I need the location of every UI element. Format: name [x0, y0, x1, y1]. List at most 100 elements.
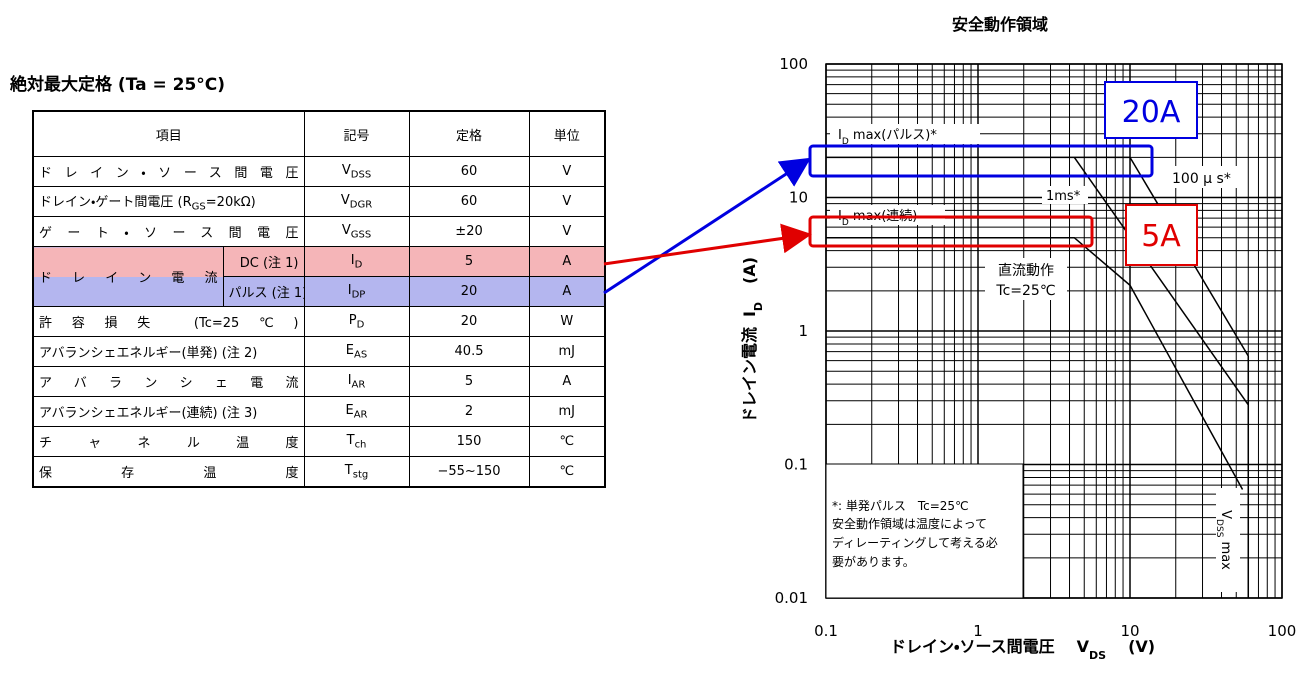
- annotation-sub: DSS: [1214, 519, 1224, 538]
- row: 許容損失 (Tc=25℃) PD 20 W: [32, 306, 606, 337]
- y-tick-label: 0.01: [775, 589, 808, 607]
- y-tick-label: 0.1: [784, 456, 808, 474]
- symbol-sub: AS: [354, 349, 368, 361]
- item-cell: チャネル温度: [32, 426, 305, 457]
- header-cell: 記号: [303, 110, 410, 157]
- note-line: *: 単発パルス Tc=25℃: [832, 499, 969, 513]
- chart-title: 安全動作領域: [952, 15, 1048, 34]
- item-text: ドレイン・ゲート間電圧 (R: [39, 194, 192, 210]
- note-line: ディレーティングして考える必: [832, 535, 998, 550]
- item-cell: アバランシェエネルギー(連続) (注 3): [32, 396, 305, 427]
- symbol-sub: AR: [353, 409, 368, 421]
- annotation-symbol: V: [1218, 510, 1233, 519]
- symbol-cell: VDSS: [303, 156, 410, 187]
- note-line: 要があります。: [832, 554, 915, 569]
- unit-cell: mJ: [528, 336, 606, 367]
- note-line: 安全動作領域は温度によって: [832, 517, 987, 531]
- row: アバランシェ電流 IAR 5 A: [32, 366, 606, 397]
- annotation: VDSS max: [1214, 510, 1233, 570]
- y-axis-label: ドレイン電流 ID (A): [740, 257, 765, 423]
- symbol-sub: GSS: [350, 229, 372, 241]
- symbol-cell: ID: [303, 246, 410, 277]
- x-tick-label: 100: [1268, 622, 1297, 640]
- item-sub: GS: [191, 201, 206, 213]
- annotation-text: max(パルス)*: [849, 128, 938, 143]
- rating-cell: 20: [408, 306, 530, 337]
- unit-cell: ℃: [528, 426, 606, 457]
- unit-cell: ℃: [528, 456, 606, 488]
- symbol: I: [347, 372, 352, 388]
- annotation-sub: D: [842, 137, 849, 147]
- row: ドレイン電流 DC (注 1) ID 5 A: [32, 246, 606, 307]
- rating-cell: 5: [408, 366, 530, 397]
- item-cell: ゲート・ソース間電圧: [32, 216, 305, 247]
- x-tick-label: 10: [1120, 622, 1139, 640]
- row: チャネル温度 Tch 150 ℃: [32, 426, 606, 457]
- header-row: 項目 記号 定格 単位: [32, 110, 606, 157]
- symbol-cell: Tch: [303, 426, 410, 457]
- x-tick-label: 0.1: [814, 622, 838, 640]
- label-bg: [1216, 488, 1240, 592]
- axis-label-text: ドレイン・ソース間電圧: [890, 637, 1055, 656]
- item-cell: 保存温度: [32, 456, 305, 488]
- note-box: [825, 463, 1024, 599]
- annotation: Tc=25℃: [995, 283, 1055, 299]
- label-bg: [1042, 186, 1088, 204]
- item-cell: アバランシェ電流: [32, 366, 305, 397]
- item-cell: ドレイン・ソース間電圧: [32, 156, 305, 187]
- y-tick-label: 10: [789, 189, 808, 207]
- header-cell: 項目: [32, 110, 305, 157]
- symbol-sub: DSS: [350, 169, 372, 181]
- symbol: V: [340, 192, 350, 208]
- y-tick-label: 1: [798, 322, 808, 340]
- axis-label-text: ドレイン電流: [740, 327, 759, 423]
- item-cell: 許容損失 (Tc=25℃): [32, 306, 305, 337]
- rating-cell: −55~150: [408, 456, 530, 488]
- axis-label-unit: (V): [1128, 637, 1155, 656]
- axis-label-sub: D: [752, 302, 765, 311]
- annotation-text: max(連続): [849, 209, 918, 224]
- row: パルス (注 1) IDP 20 A: [33, 276, 606, 307]
- symbol-cell: Tstg: [303, 456, 410, 488]
- y-tick-label: 100: [779, 55, 808, 73]
- annotation-symbol: I: [838, 128, 842, 143]
- rating-cell: 40.5: [408, 336, 530, 367]
- subitem-cell: DC (注 1): [222, 246, 305, 277]
- annotation: 直流動作: [998, 263, 1054, 279]
- axis-label-symbol: I: [740, 311, 759, 317]
- axis-label-unit: (A): [740, 257, 759, 284]
- x-tick-label: 1: [973, 622, 983, 640]
- unit-cell: V: [528, 216, 606, 247]
- unit-cell: A: [528, 276, 606, 307]
- x-axis-label: ドレイン・ソース間電圧 VDS (V): [890, 637, 1155, 662]
- symbol-sub: ch: [354, 439, 367, 451]
- symbol: P: [348, 312, 357, 328]
- symbol-sub: DGR: [349, 199, 373, 211]
- axis-label-symbol: V: [1077, 637, 1090, 656]
- soa-curve: [1073, 156, 1249, 406]
- section-title: 絶対最大定格 (Ta = 25°C): [10, 75, 226, 95]
- unit-cell: mJ: [528, 396, 606, 427]
- unit-cell: W: [528, 306, 606, 337]
- symbol-cell: IDP: [303, 276, 410, 307]
- symbol: V: [341, 222, 351, 238]
- item-text: =20kΩ): [205, 194, 256, 210]
- annotation: 100 μ s*: [1172, 171, 1231, 187]
- header-cell: 定格: [408, 110, 530, 157]
- label-bg: [985, 258, 1067, 300]
- annotation-text: max: [1218, 537, 1233, 570]
- symbol: E: [345, 402, 354, 418]
- annotation: 1ms*: [1046, 189, 1081, 204]
- unit-cell: A: [528, 366, 606, 397]
- symbol: T: [346, 432, 355, 448]
- symbol-cell: VDGR: [303, 186, 410, 217]
- symbol: E: [345, 342, 355, 358]
- symbol-sub: D: [354, 259, 363, 271]
- row: 保存温度 Tstg −55~150 ℃: [32, 456, 606, 488]
- symbol: V: [341, 162, 351, 178]
- rating-cell: 20: [408, 276, 530, 307]
- annotation: ID max(パルス)*: [838, 128, 937, 147]
- row: アバランシェエネルギー(単発) (注 2) EAS 40.5 mJ: [32, 336, 606, 367]
- row: アバランシェエネルギー(連続) (注 3) EAR 2 mJ: [32, 396, 606, 427]
